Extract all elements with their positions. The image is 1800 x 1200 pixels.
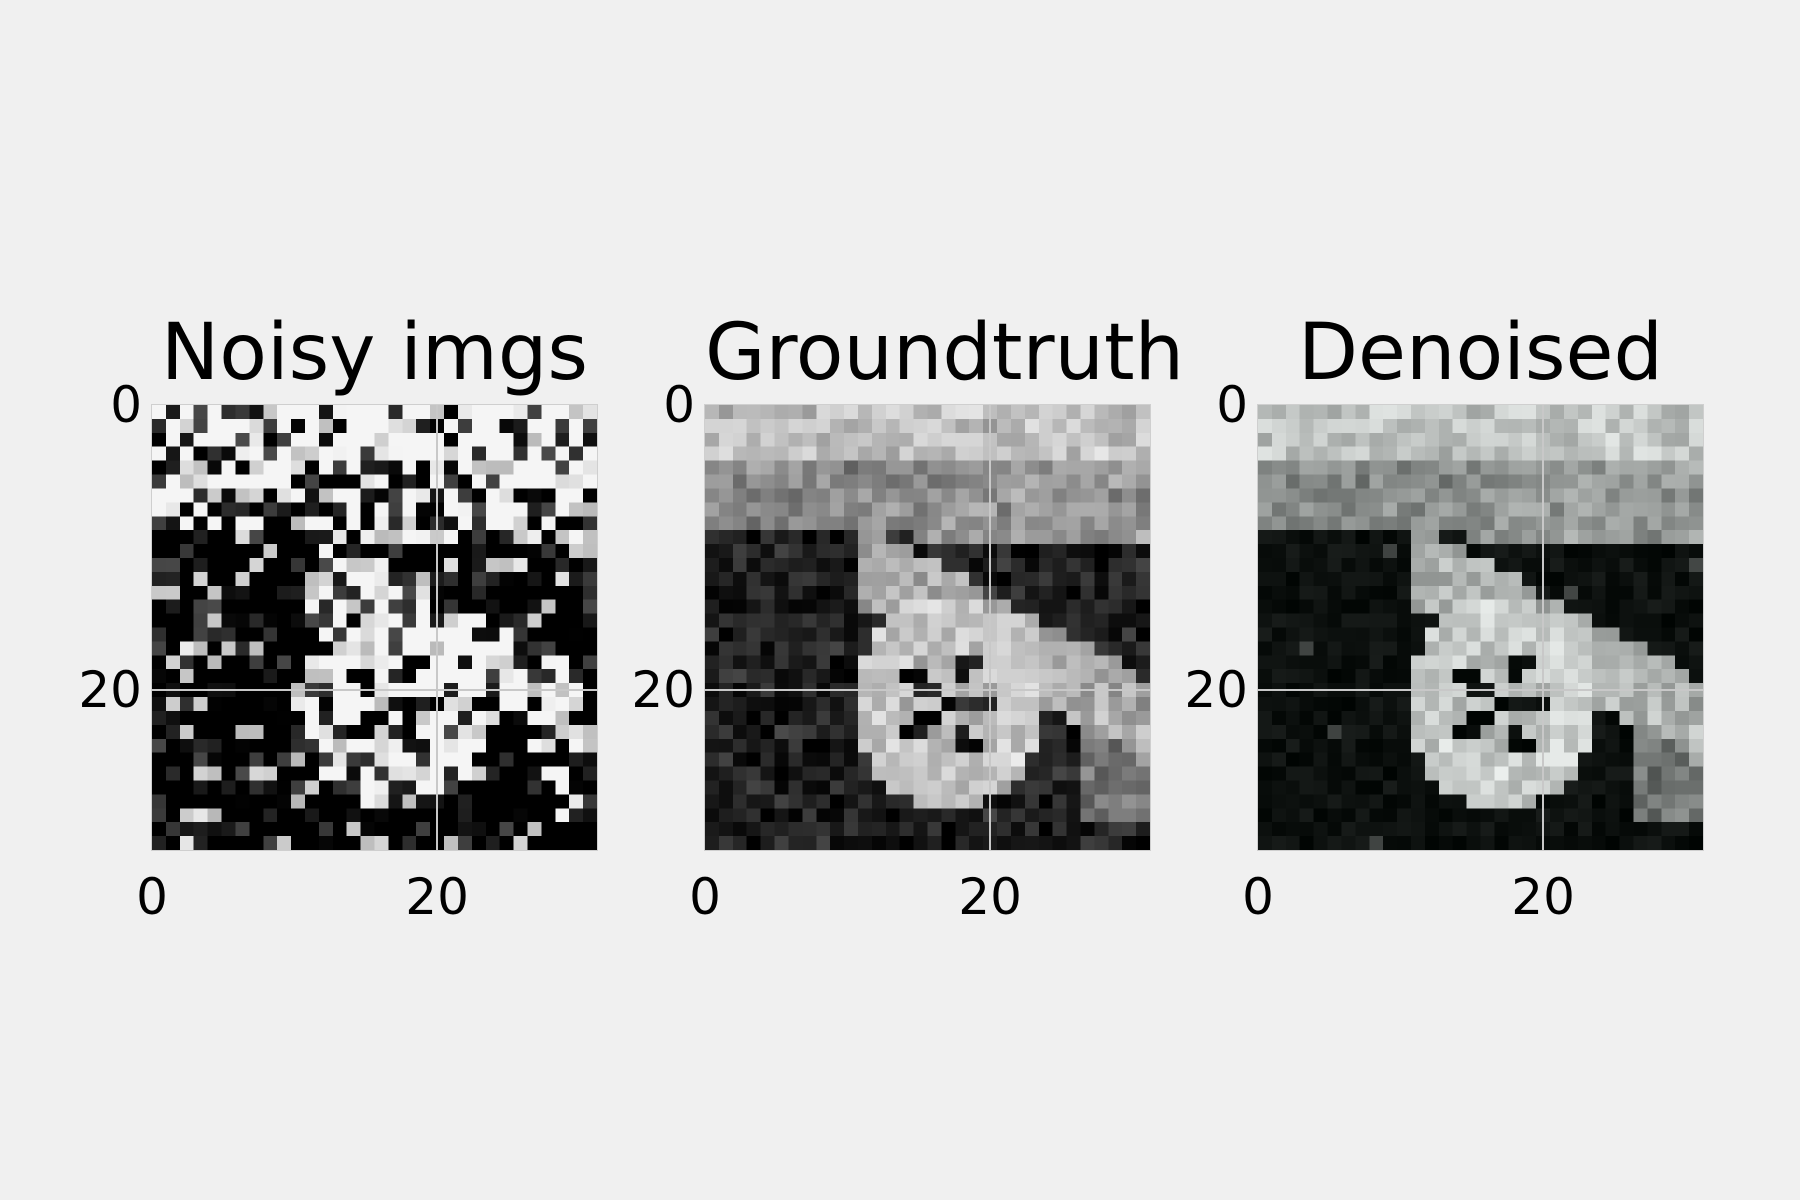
x-tick-label: 0 [136, 868, 168, 926]
panel-noisy: Noisy imgs 0 20 0 20 [78, 308, 598, 948]
x-tick-label: 0 [689, 868, 721, 926]
grid-line-vertical [989, 405, 992, 850]
y-tick-label: 20 [78, 661, 142, 720]
panel-denoised: Denoised 0 20 0 20 [1184, 308, 1704, 948]
grid-line-horizontal [705, 689, 1150, 692]
x-tick-label: 0 [1242, 868, 1274, 926]
panel-clean: Groundtruth 0 20 0 20 [631, 308, 1185, 948]
y-tick-label: 20 [1184, 661, 1248, 720]
grid-line-vertical [1542, 405, 1545, 850]
x-tick-label: 20 [405, 868, 469, 926]
image-noisy [152, 405, 597, 850]
image-denoised [1258, 405, 1703, 850]
x-tick-label: 20 [958, 868, 1022, 926]
y-tick-label: 0 [1216, 376, 1248, 434]
y-tick-label: 0 [110, 376, 142, 434]
image-axes [151, 404, 598, 851]
panel-title: Groundtruth [705, 308, 1185, 398]
grid-line-vertical [436, 405, 439, 850]
panel-title: Denoised [1297, 308, 1663, 398]
x-tick-label: 20 [1511, 868, 1575, 926]
grid-line-horizontal [1258, 689, 1703, 692]
panel-title: Noisy imgs [160, 308, 589, 398]
image-axes [704, 404, 1151, 851]
image-axes [1257, 404, 1704, 851]
image-clean [705, 405, 1150, 850]
grid-line-horizontal [152, 689, 597, 692]
y-tick-label: 20 [631, 661, 695, 720]
y-tick-label: 0 [663, 376, 695, 434]
